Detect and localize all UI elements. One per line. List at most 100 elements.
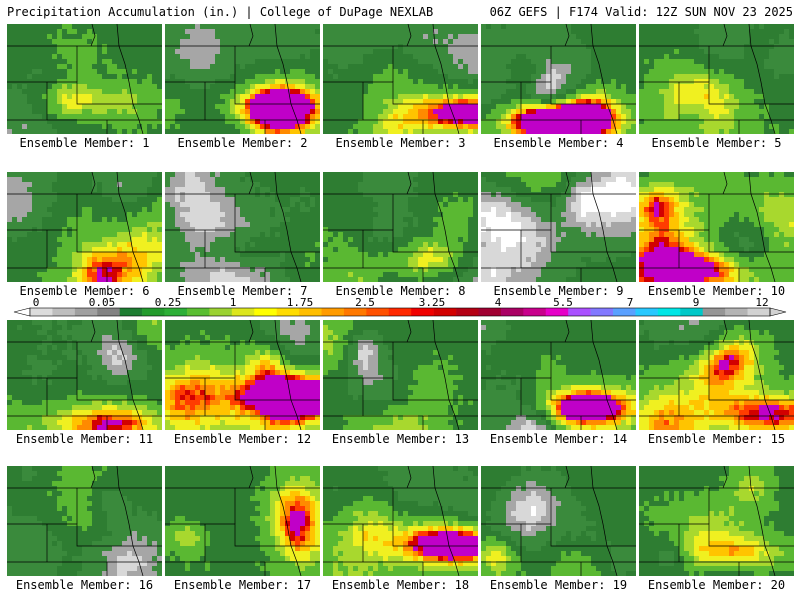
legend-color-swatch — [411, 308, 434, 316]
ensemble-member-caption: Ensemble Member: 17 — [173, 578, 312, 592]
legend-color-swatch — [254, 308, 277, 316]
precip-field — [639, 466, 794, 576]
legend-color-swatch — [478, 308, 502, 316]
legend-color-swatch — [142, 308, 165, 316]
ensemble-member-caption: Ensemble Member: 1 — [19, 136, 150, 150]
ensemble-member-caption: Ensemble Member: 14 — [489, 432, 628, 446]
map-title: Precipitation Accumulation (in.) | Colle… — [7, 5, 434, 19]
legend-color-swatch — [456, 308, 479, 316]
ensemble-member-caption: Ensemble Member: 3 — [335, 136, 466, 150]
legend-tick-label: 3.25 — [418, 296, 446, 309]
legend-color-swatch — [52, 308, 76, 316]
legend-color-swatch — [635, 308, 659, 316]
legend-color-swatch — [30, 308, 53, 316]
precip-field — [165, 172, 320, 282]
run-valid-time: 06Z GEFS | F174 Valid: 12Z SUN NOV 23 20… — [489, 5, 793, 19]
precip-field — [639, 320, 794, 430]
ensemble-member-map — [481, 172, 636, 282]
ensemble-member-caption: Ensemble Member: 18 — [331, 578, 470, 592]
legend-color-swatch — [366, 308, 390, 316]
legend-color-swatch — [613, 308, 636, 316]
ensemble-member-map — [165, 172, 320, 282]
legend-tick-label: 7 — [626, 296, 634, 309]
legend-tick-label: 2.5 — [355, 296, 375, 309]
precip-field — [323, 172, 478, 282]
legend-color-swatch — [388, 308, 412, 316]
ensemble-member-caption: Ensemble Member: 7 — [177, 284, 308, 298]
ensemble-member-caption: Ensemble Member: 9 — [493, 284, 624, 298]
legend-color-swatch — [702, 308, 726, 316]
ensemble-member-map — [323, 172, 478, 282]
legend-tick-label: 9 — [692, 296, 700, 309]
legend-color-swatch — [97, 308, 120, 316]
precip-field — [165, 24, 320, 134]
precip-field — [7, 466, 162, 576]
legend-color-swatch — [276, 308, 300, 316]
ensemble-member-map — [639, 172, 794, 282]
legend-color-swatch — [231, 308, 255, 316]
precip-field — [481, 320, 636, 430]
ensemble-member-map — [165, 320, 320, 430]
precip-field — [639, 172, 794, 282]
legend-color-swatch — [590, 308, 614, 316]
ensemble-member-map — [481, 320, 636, 430]
legend-tick-label: 1.75 — [286, 296, 314, 309]
ensemble-member-map — [7, 320, 162, 430]
ensemble-member-caption: Ensemble Member: 16 — [15, 578, 154, 592]
ensemble-member-caption: Ensemble Member: 6 — [19, 284, 150, 298]
ensemble-member-caption: Ensemble Member: 15 — [647, 432, 786, 446]
legend-color-swatch — [500, 308, 524, 316]
precip-field — [165, 466, 320, 576]
legend-color-swatch — [343, 308, 367, 316]
ensemble-member-caption: Ensemble Member: 10 — [647, 284, 786, 298]
legend-color-swatch — [523, 308, 547, 316]
legend-color-swatch — [568, 308, 591, 316]
ensemble-member-map — [481, 466, 636, 576]
precip-field — [7, 172, 162, 282]
ensemble-member-caption: Ensemble Member: 20 — [647, 578, 786, 592]
precip-field — [481, 172, 636, 282]
legend-color-swatch — [657, 308, 681, 316]
precip-field — [481, 466, 636, 576]
ensemble-member-caption: Ensemble Member: 8 — [335, 284, 466, 298]
legend-color-swatch — [433, 308, 457, 316]
precip-field — [7, 320, 162, 430]
precip-field — [323, 466, 478, 576]
legend-tick-label: 12 — [755, 296, 769, 309]
precip-field — [165, 320, 320, 430]
ensemble-member-map — [165, 24, 320, 134]
legend-tick-label: 0 — [32, 296, 40, 309]
ensemble-member-caption: Ensemble Member: 4 — [493, 136, 624, 150]
legend-color-swatch — [209, 308, 233, 316]
ensemble-member-map — [7, 466, 162, 576]
legend-color-swatch — [119, 308, 143, 316]
ensemble-member-caption: Ensemble Member: 5 — [651, 136, 782, 150]
ensemble-member-caption: Ensemble Member: 19 — [489, 578, 628, 592]
ensemble-member-caption: Ensemble Member: 2 — [177, 136, 308, 150]
legend-color-swatch — [74, 308, 98, 316]
ensemble-member-map — [7, 172, 162, 282]
legend-max-arrow — [769, 307, 787, 317]
legend-color-swatch — [545, 308, 569, 316]
precip-field — [7, 24, 162, 134]
legend-min-arrow — [13, 307, 31, 317]
ensemble-member-map — [7, 24, 162, 134]
legend-tick-label: 1 — [229, 296, 237, 309]
legend-tick-label: 5.5 — [553, 296, 573, 309]
legend-color-swatch — [747, 308, 771, 316]
ensemble-member-caption: Ensemble Member: 12 — [173, 432, 312, 446]
legend-color-swatch — [680, 308, 704, 316]
ensemble-member-map — [481, 24, 636, 134]
precip-field — [323, 320, 478, 430]
legend-color-swatch — [725, 308, 748, 316]
legend-color-swatch — [164, 308, 188, 316]
legend-color-swatch — [186, 308, 210, 316]
ensemble-member-map — [639, 320, 794, 430]
ensemble-member-map — [165, 466, 320, 576]
ensemble-member-map — [323, 466, 478, 576]
ensemble-member-map — [639, 24, 794, 134]
legend-color-swatch — [299, 308, 322, 316]
precip-field — [481, 24, 636, 134]
legend-tick-label: 0.05 — [88, 296, 116, 309]
legend-tick-label: 4 — [494, 296, 502, 309]
